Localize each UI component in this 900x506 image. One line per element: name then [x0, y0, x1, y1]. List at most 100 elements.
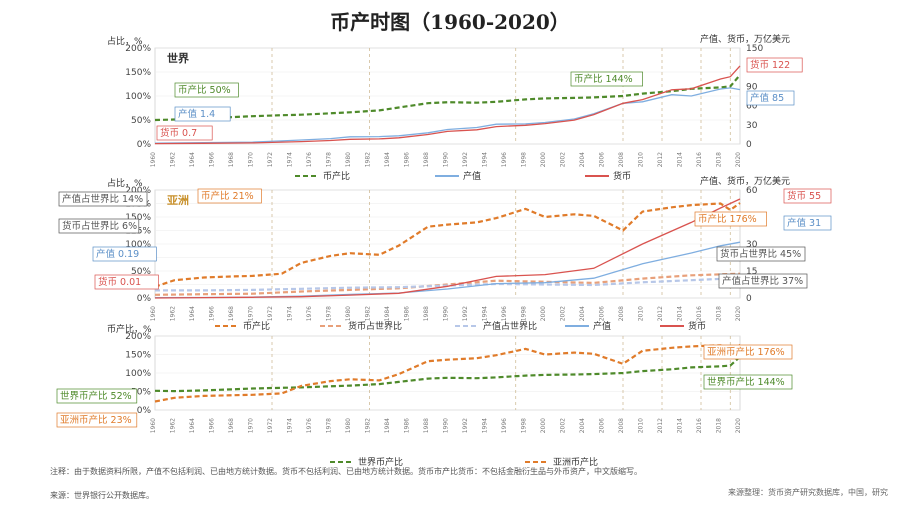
x-tick-label: 1994	[482, 418, 489, 433]
y-left-tick-label: 200%	[125, 186, 151, 196]
y-left-axis-label: 占比，%	[107, 177, 143, 189]
x-tick-label: 2000	[540, 306, 547, 321]
x-tick-label: 1968	[228, 418, 235, 433]
x-tick-label: 2012	[657, 418, 664, 433]
legend-label: 货币	[613, 170, 631, 182]
x-tick-label: 1978	[326, 152, 333, 167]
legend-label: 货币占世界比	[348, 320, 402, 332]
x-tick-label: 1960	[150, 152, 157, 167]
x-tick-label: 1998	[521, 152, 528, 167]
x-tick-label: 1996	[501, 418, 508, 433]
x-tick-label: 2004	[579, 152, 586, 167]
y-right-tick-label: 0	[746, 140, 752, 150]
y-left-tick-label: 200%	[125, 44, 151, 54]
x-tick-label: 1962	[170, 418, 177, 433]
x-tick-label: 1972	[267, 306, 274, 321]
x-tick-label: 2000	[540, 152, 547, 167]
x-tick-label: 2012	[657, 152, 664, 167]
x-tick-label: 1968	[228, 152, 235, 167]
series-line	[154, 343, 741, 403]
annotation-box	[174, 82, 239, 98]
x-tick-label: 1972	[267, 418, 274, 433]
x-tick-label: 1988	[423, 306, 430, 321]
y-left-tick-label: 50%	[131, 267, 151, 277]
x-tick-label: 1984	[384, 418, 391, 433]
y-right-tick-label: 90	[746, 82, 758, 92]
x-tick-label: 1962	[170, 152, 177, 167]
x-tick-label: 1990	[443, 152, 450, 167]
x-tick-label: 1988	[423, 418, 430, 433]
y-left-tick-label: 50%	[131, 116, 151, 126]
x-tick-label: 2014	[677, 306, 684, 321]
x-tick-label: 1964	[189, 152, 196, 167]
y-left-tick-label: 0%	[137, 294, 152, 304]
x-tick-label: 1998	[521, 418, 528, 433]
annotation-box	[56, 388, 138, 404]
x-tick-label: 2016	[696, 306, 703, 321]
y-right-tick-label: 15	[746, 267, 757, 277]
annotation-box	[783, 188, 832, 204]
x-tick-label: 1968	[228, 306, 235, 321]
annotation-label: 货币 122	[750, 59, 790, 71]
annotation-box	[570, 71, 643, 87]
legend-label: 币产比	[323, 170, 350, 182]
x-tick-label: 2004	[579, 306, 586, 321]
footnote-data: 来源：世界银行公开数据库。	[50, 491, 154, 500]
x-tick-label: 2018	[716, 152, 723, 167]
y-right-tick-label: 30	[746, 121, 758, 131]
annotation-box	[174, 106, 231, 122]
y-right-axis-label: 产值、货币，万亿美元	[700, 33, 790, 45]
annotation-label: 亚洲币产比 176%	[707, 346, 785, 358]
footnote-sources: 注释：由于数据资料所限，产值不包括利润、已由地方统计数据。货币不包括利润、已由地…	[50, 467, 642, 476]
x-tick-label: 2020	[735, 418, 742, 433]
x-tick-label: 1986	[404, 418, 411, 433]
annotation-box	[156, 125, 213, 141]
annotation-box	[92, 246, 157, 262]
x-tick-label: 2000	[540, 418, 547, 433]
x-tick-label: 2002	[560, 306, 567, 321]
x-tick-label: 1974	[287, 306, 294, 321]
x-tick-label: 1996	[501, 152, 508, 167]
x-tick-label: 2012	[657, 306, 664, 321]
x-tick-label: 1992	[462, 306, 469, 321]
x-tick-label: 1976	[306, 152, 313, 167]
x-tick-label: 1972	[267, 152, 274, 167]
x-tick-label: 1960	[150, 306, 157, 321]
y-left-tick-label: 150%	[125, 213, 151, 223]
y-right-tick-label: 30	[746, 240, 758, 250]
annotation-label: 货币占世界比 45%	[720, 248, 801, 260]
x-tick-label: 1966	[209, 418, 216, 433]
x-tick-label: 2010	[638, 152, 645, 167]
annotation-box	[746, 57, 803, 73]
series-line	[154, 241, 741, 299]
credit-text: 来源整理：货币资产研究数据库，中国，研究	[728, 488, 888, 497]
x-tick-label: 2004	[579, 418, 586, 433]
y-left-tick-label: 150%	[125, 351, 151, 361]
x-tick-label: 2020	[735, 306, 742, 321]
y-left-axis-label: 币产比，%	[107, 323, 152, 335]
legend-label: 货币	[688, 320, 706, 332]
x-tick-label: 1966	[209, 152, 216, 167]
x-tick-label: 2014	[677, 418, 684, 433]
legend-label: 亚洲币产比	[553, 456, 598, 468]
x-tick-label: 2002	[560, 152, 567, 167]
x-tick-label: 1970	[248, 418, 255, 433]
x-tick-label: 1992	[462, 418, 469, 433]
annotation-label: 世界币产比 144%	[707, 376, 785, 388]
series-line	[154, 87, 741, 144]
x-tick-label: 1984	[384, 306, 391, 321]
legend-label: 世界币产比	[358, 456, 403, 468]
x-tick-label: 1976	[306, 418, 313, 433]
annotation-label: 币产比 144%	[574, 73, 633, 85]
legend-label: 产值占世界比	[483, 320, 537, 332]
x-tick-label: 1980	[345, 152, 352, 167]
x-tick-label: 1992	[462, 152, 469, 167]
y-left-axis-label: 占比，%	[107, 35, 143, 47]
series-line	[154, 65, 741, 145]
y-left-tick-label: 100%	[125, 240, 151, 250]
series-line	[154, 74, 741, 122]
x-tick-label: 1970	[248, 152, 255, 167]
annotation-label: 币产比 21%	[201, 190, 254, 202]
x-tick-label: 2010	[638, 306, 645, 321]
